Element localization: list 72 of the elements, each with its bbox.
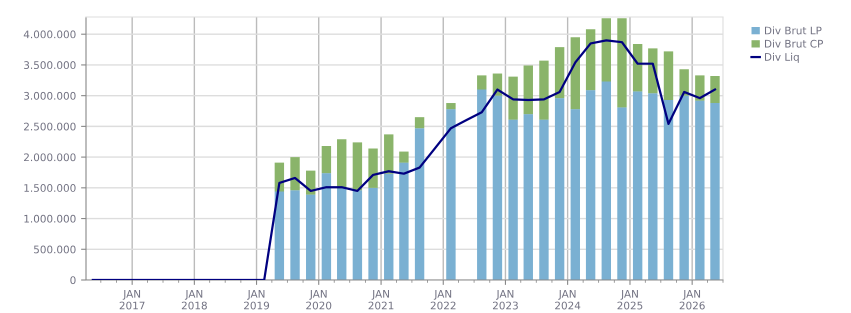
bar <box>679 69 689 96</box>
bar <box>446 109 456 280</box>
bar <box>570 109 580 280</box>
legend-label: Div Brut LP <box>765 26 822 34</box>
bar <box>399 152 409 163</box>
bar <box>602 82 611 280</box>
bar <box>586 29 596 90</box>
bar <box>384 134 394 174</box>
bar <box>414 128 424 280</box>
bar <box>414 117 424 128</box>
bar <box>710 103 720 280</box>
bar <box>352 190 362 280</box>
bar <box>337 139 346 188</box>
y-tick-label: 2.500.000 <box>24 122 76 130</box>
bar <box>648 93 658 280</box>
legend-label: Div Brut CP <box>765 40 823 48</box>
bar <box>617 107 627 280</box>
y-tick-label: 4.000.000 <box>24 30 76 38</box>
bar <box>477 90 486 280</box>
y-tick-label: 1.500.000 <box>24 184 76 192</box>
bar <box>554 98 564 280</box>
y-tick-label: 1.000.000 <box>24 214 76 223</box>
bar <box>290 190 300 280</box>
bar <box>539 120 549 280</box>
x-tick-label: JAN 2023 <box>492 290 518 310</box>
x-tick-label: JAN 2021 <box>368 290 394 310</box>
line-series <box>92 39 716 280</box>
bar <box>695 100 705 280</box>
bar <box>602 18 611 82</box>
y-tick-label: 0 <box>70 276 76 284</box>
x-tick-label: JAN 2025 <box>617 290 642 310</box>
bar <box>492 96 502 280</box>
y-tick-label: 3.000.000 <box>24 92 76 100</box>
x-tick-label: JAN 2026 <box>680 290 705 310</box>
x-tick-label: JAN 2017 <box>120 290 145 310</box>
bar <box>368 148 378 188</box>
bar <box>322 173 332 280</box>
bar <box>477 75 486 90</box>
bar <box>586 90 596 280</box>
bar <box>337 188 346 280</box>
bar <box>274 192 284 280</box>
x-tick-label: JAN 2024 <box>555 290 580 310</box>
legend-label: Div Liq <box>765 52 799 63</box>
bar <box>570 37 580 110</box>
bar <box>664 51 674 100</box>
y-tick-label: 2.000.000 <box>24 153 76 162</box>
bar <box>446 103 456 110</box>
x-tick-label: JAN 2022 <box>430 290 456 310</box>
bar <box>399 162 409 280</box>
bar <box>384 174 394 280</box>
x-tick-label: JAN 2020 <box>306 290 332 310</box>
bar <box>539 60 549 120</box>
bar <box>695 75 705 101</box>
bar <box>664 100 674 280</box>
x-tick-label: JAN 2018 <box>182 290 207 310</box>
bar <box>710 76 720 104</box>
bar <box>632 44 642 92</box>
y-tick-label: 500.000 <box>34 246 76 254</box>
bar <box>306 194 316 280</box>
bar <box>322 146 332 174</box>
bar <box>508 120 518 280</box>
bar <box>632 91 642 280</box>
x-tick-label: JAN 2019 <box>244 290 270 310</box>
bar <box>368 188 378 280</box>
bar <box>617 18 627 108</box>
bar <box>554 47 564 98</box>
y-tick-label: 3.500.000 <box>24 61 76 70</box>
bar <box>508 76 518 120</box>
bar <box>524 114 533 280</box>
bar <box>524 66 533 114</box>
bar <box>679 96 689 280</box>
bar <box>352 142 362 190</box>
